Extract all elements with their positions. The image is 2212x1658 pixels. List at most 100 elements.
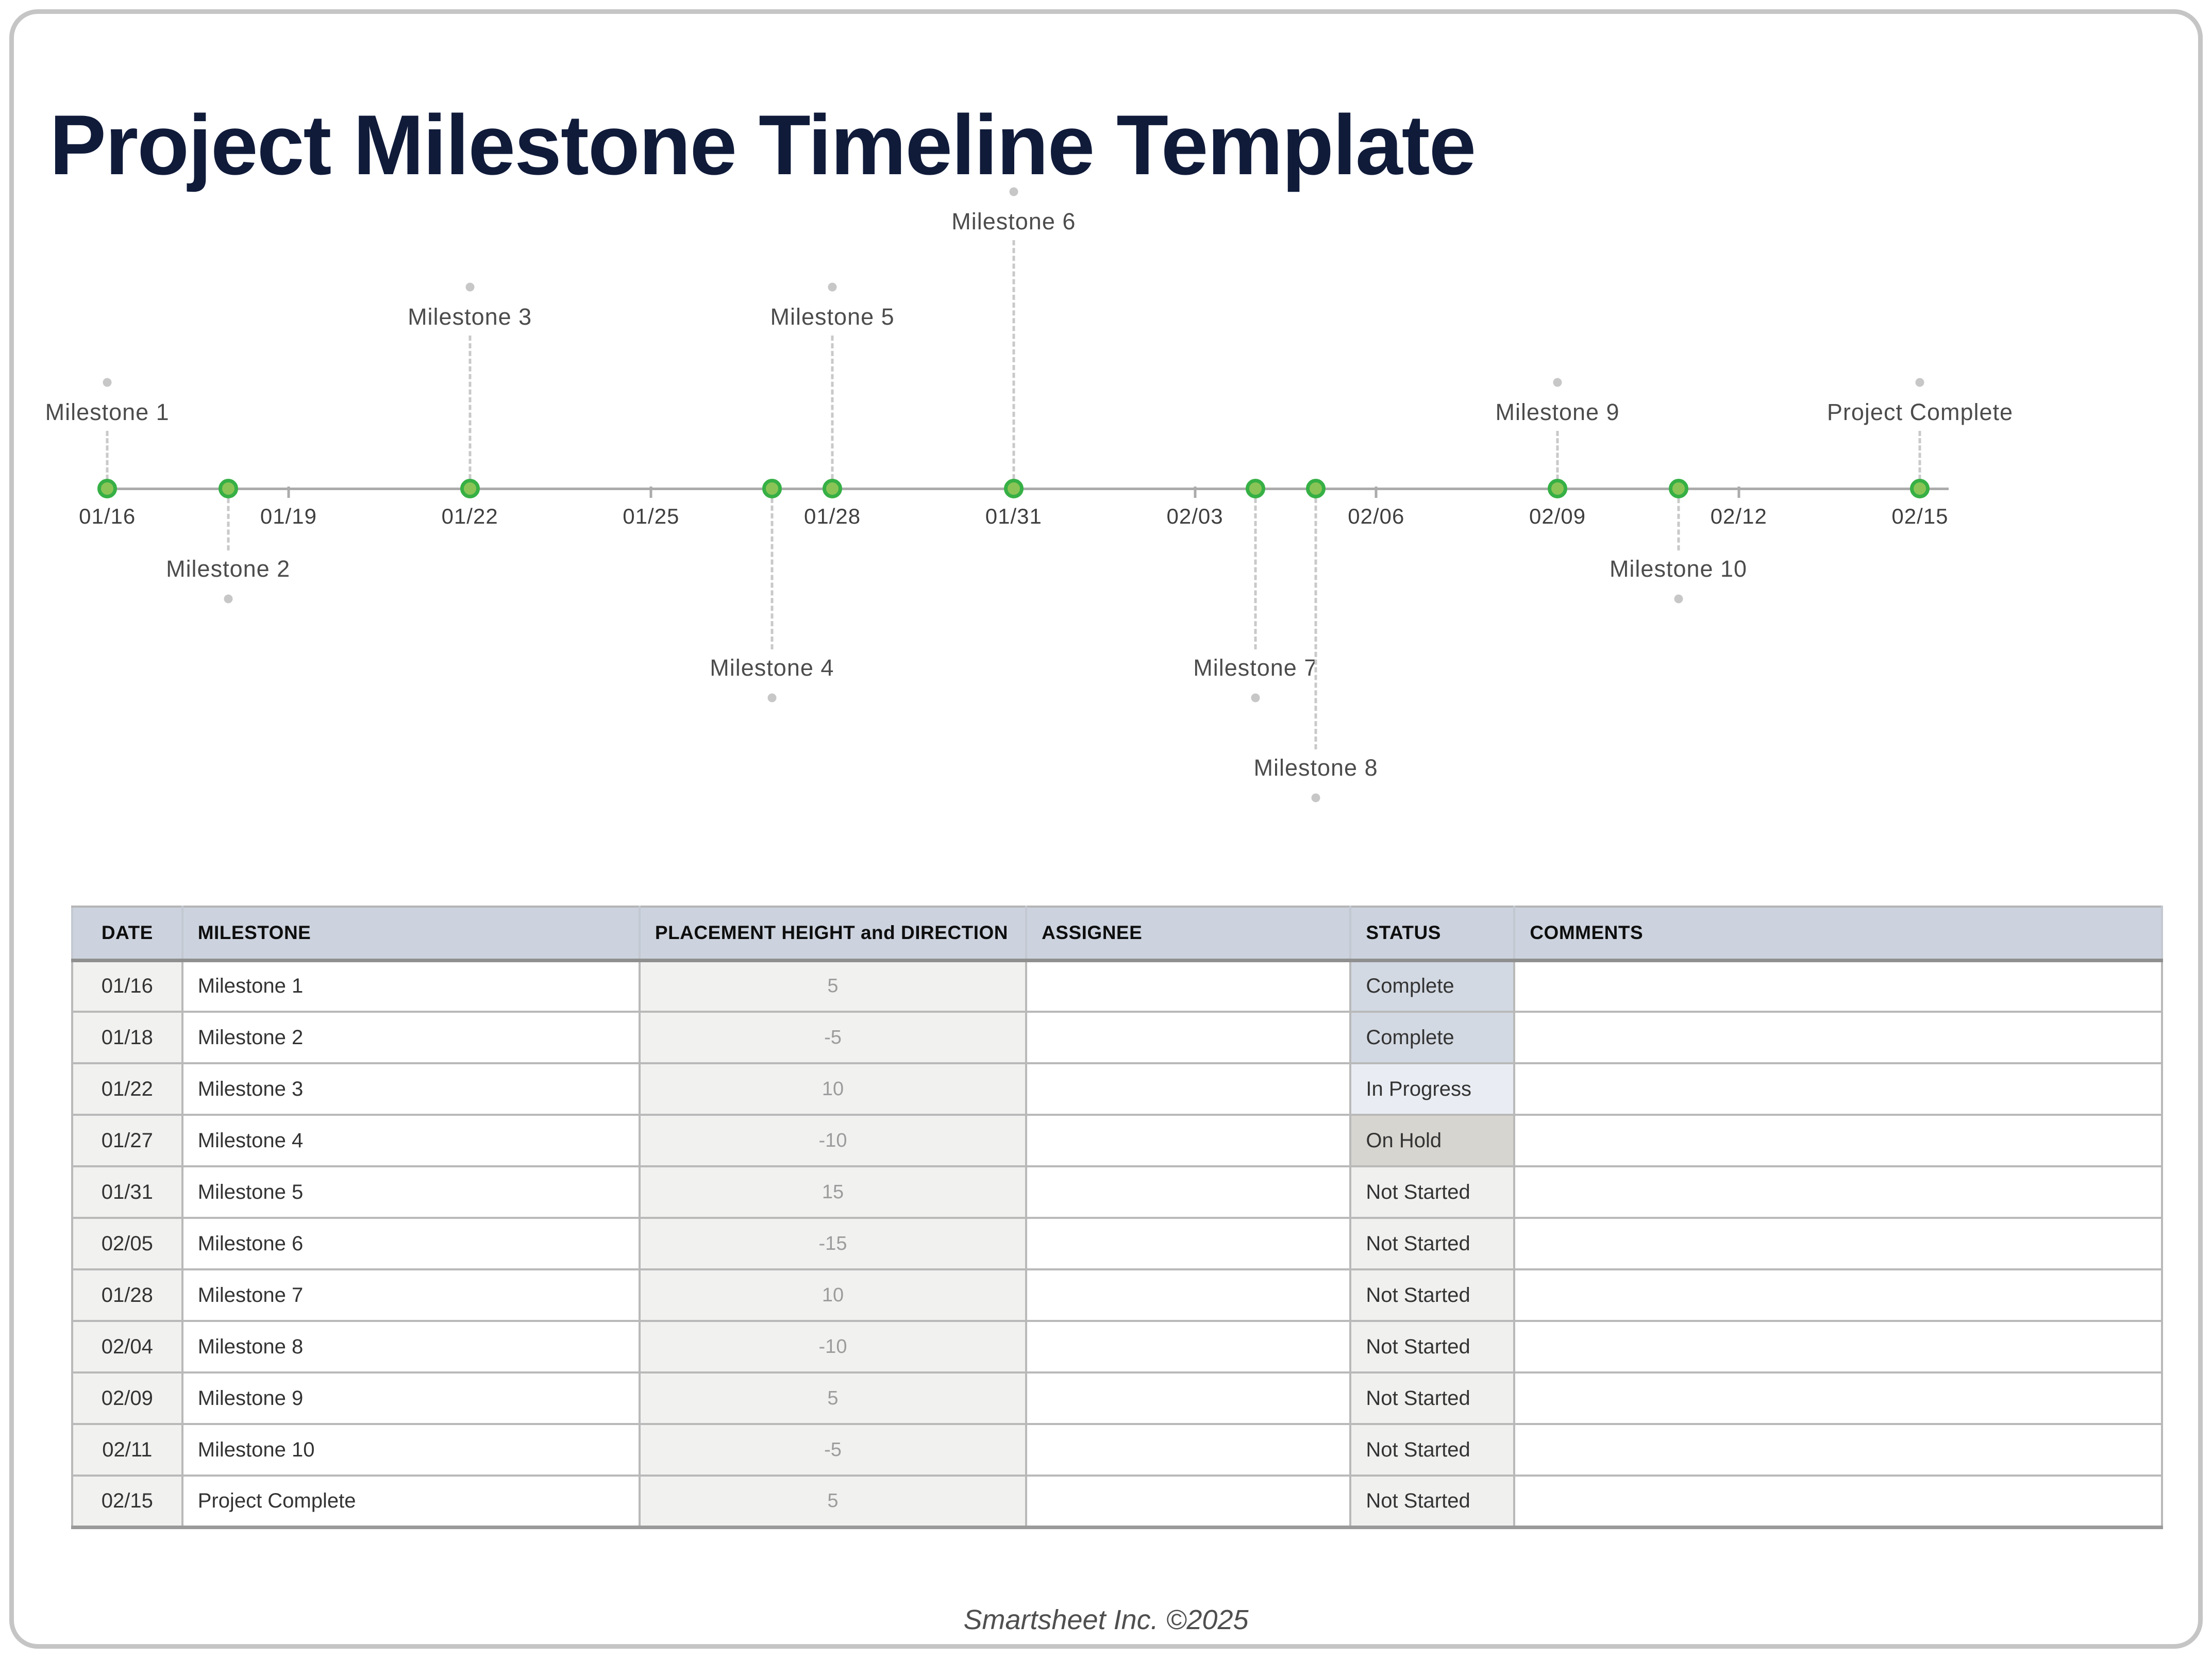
cell-assignee — [1025, 1217, 1352, 1270]
milestone-end-dot — [103, 378, 112, 387]
milestone-leader-line — [1254, 490, 1257, 649]
cell-assignee — [1025, 959, 1352, 1013]
axis-date-label: 01/16 — [79, 504, 136, 528]
header-date: DATE — [71, 906, 183, 962]
milestone-end-dot — [767, 693, 777, 702]
milestone-leader-line — [770, 490, 774, 649]
timeline-tick — [649, 487, 652, 498]
cell-placement: 5 — [638, 1371, 1028, 1425]
axis-date-label: 01/31 — [985, 504, 1042, 528]
table-row: 02/05 Milestone 6 -15 Not Started — [71, 1217, 2163, 1270]
axis-date-label: 02/15 — [1891, 504, 1949, 528]
footer-credit: Smartsheet Inc. ©2025 — [963, 1604, 1249, 1635]
cell-date: 01/16 — [71, 959, 183, 1013]
table-row: 01/31 Milestone 5 15 Not Started — [71, 1165, 2163, 1219]
milestone-end-dot — [465, 282, 475, 292]
cell-comments — [1513, 1011, 2163, 1064]
cell-comments — [1513, 1062, 2163, 1116]
milestone-marker — [460, 479, 480, 498]
cell-assignee — [1025, 1268, 1352, 1322]
milestone-leader-line — [1314, 490, 1317, 749]
cell-status: Not Started — [1349, 1320, 1516, 1374]
cell-milestone: Milestone 7 — [181, 1268, 641, 1322]
cell-status: Complete — [1349, 1011, 1516, 1064]
cell-assignee — [1025, 1165, 1352, 1219]
cell-date: 01/27 — [71, 1114, 183, 1167]
header-status: STATUS — [1349, 906, 1516, 962]
table-row: 02/04 Milestone 8 -10 Not Started — [71, 1320, 2163, 1374]
milestone-end-dot — [1553, 378, 1562, 387]
table-row: 01/22 Milestone 3 10 In Progress — [71, 1062, 2163, 1116]
axis-date-label: 01/25 — [623, 504, 680, 528]
milestone-label: Milestone 4 — [710, 655, 834, 681]
cell-date: 02/05 — [71, 1217, 183, 1270]
milestone-label: Project Complete — [1826, 399, 2014, 425]
milestone-marker — [1306, 479, 1326, 498]
cell-milestone: Milestone 8 — [181, 1320, 641, 1374]
timeline-tick — [287, 487, 290, 498]
page-title: Project Milestone Timeline Template — [49, 97, 1476, 192]
cell-milestone: Milestone 2 — [181, 1011, 641, 1064]
cell-status: Not Started — [1349, 1371, 1516, 1425]
cell-assignee — [1025, 1475, 1352, 1529]
table-row: 01/27 Milestone 4 -10 On Hold — [71, 1114, 2163, 1167]
cell-status: Not Started — [1349, 1217, 1516, 1270]
timeline-axis — [106, 488, 1949, 490]
axis-date-label: 02/06 — [1348, 504, 1405, 528]
milestone-leader-line — [106, 431, 109, 487]
axis-date-label: 01/28 — [804, 504, 861, 528]
milestone-timeline-chart: 01/16 01/19 01/22 01/25 01/28 01/31 02/03 02/06… — [45, 187, 2014, 802]
milestone-table: DATE MILESTONE PLACEMENT HEIGHT and DIRE… — [71, 906, 2163, 1529]
cell-placement: -15 — [638, 1217, 1028, 1270]
milestone-marker — [97, 479, 118, 498]
cell-assignee — [1025, 1423, 1352, 1477]
cell-milestone: Milestone 5 — [181, 1165, 641, 1219]
milestone-label: Milestone 5 — [770, 304, 895, 330]
cell-status: In Progress — [1349, 1062, 1516, 1116]
header-placement: PLACEMENT HEIGHT and DIRECTION — [638, 906, 1028, 962]
header-assignee: ASSIGNEE — [1025, 906, 1352, 962]
cell-placement: 15 — [638, 1165, 1028, 1219]
table-body: 01/16 Milestone 1 5 Complete 01/18 Miles… — [71, 959, 2163, 1529]
cell-milestone: Milestone 6 — [181, 1217, 641, 1270]
cell-comments — [1513, 1217, 2163, 1270]
milestone-end-dot — [828, 282, 837, 292]
table-row: 01/18 Milestone 2 -5 Complete — [71, 1011, 2163, 1064]
cell-date: 01/31 — [71, 1165, 183, 1219]
cell-comments — [1513, 1371, 2163, 1425]
table-row: 02/15 Project Complete 5 Not Started — [71, 1475, 2163, 1529]
cell-comments — [1513, 959, 2163, 1013]
cell-milestone: Milestone 9 — [181, 1371, 641, 1425]
cell-milestone: Milestone 10 — [181, 1423, 641, 1477]
milestone-label: Milestone 8 — [1253, 755, 1378, 781]
milestone-leader-line — [1012, 240, 1015, 487]
cell-status: Not Started — [1349, 1475, 1516, 1529]
milestone-label: Milestone 9 — [1495, 399, 1620, 425]
table-row: 01/16 Milestone 1 5 Complete — [71, 959, 2163, 1013]
cell-date: 02/04 — [71, 1320, 183, 1374]
milestone-marker — [1245, 479, 1265, 498]
milestone-end-dot — [1311, 793, 1320, 802]
table-row: 01/28 Milestone 7 10 Not Started — [71, 1268, 2163, 1322]
cell-assignee — [1025, 1114, 1352, 1167]
table-row: 02/09 Milestone 9 5 Not Started — [71, 1371, 2163, 1425]
cell-placement: -5 — [638, 1423, 1028, 1477]
milestone-end-dot — [224, 594, 233, 604]
cell-assignee — [1025, 1062, 1352, 1116]
table-row: 02/11 Milestone 10 -5 Not Started — [71, 1423, 2163, 1477]
cell-status: On Hold — [1349, 1114, 1516, 1167]
cell-assignee — [1025, 1320, 1352, 1374]
timeline-tick — [1737, 487, 1740, 498]
milestone-marker — [1910, 479, 1930, 498]
milestone-label: Milestone 2 — [166, 556, 291, 582]
cell-date: 01/22 — [71, 1062, 183, 1116]
cell-milestone: Milestone 3 — [181, 1062, 641, 1116]
cell-milestone: Milestone 4 — [181, 1114, 641, 1167]
header-milestone: MILESTONE — [181, 906, 641, 962]
cell-date: 02/11 — [71, 1423, 183, 1477]
milestone-label: Milestone 7 — [1193, 655, 1318, 681]
cell-comments — [1513, 1423, 2163, 1477]
cell-status: Complete — [1349, 959, 1516, 1013]
milestone-label: Milestone 10 — [1609, 556, 1748, 582]
cell-date: 01/28 — [71, 1268, 183, 1322]
